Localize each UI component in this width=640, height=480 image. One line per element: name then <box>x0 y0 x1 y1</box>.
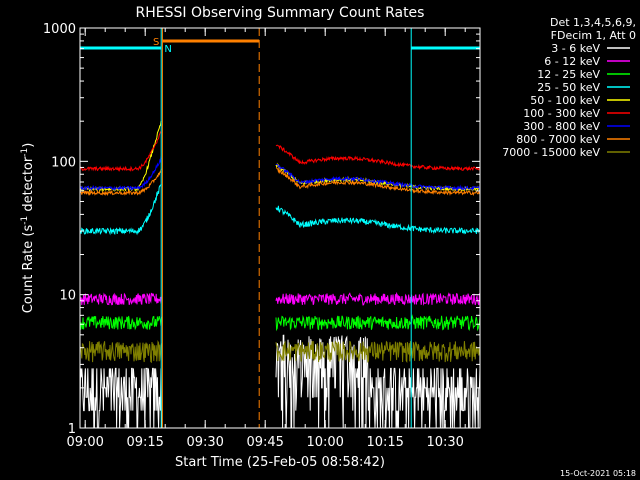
series-line-1-segment-0 <box>79 292 163 306</box>
y-axis-label-middle: detector <box>21 156 36 216</box>
legend-label-4: 50 - 100 keV <box>530 94 600 107</box>
series-line-6-segment-0 <box>79 156 163 192</box>
y-tick-label-2: 100 <box>51 155 76 170</box>
series-line-8-segment-1 <box>275 340 481 363</box>
series-300-800-kev <box>79 156 481 192</box>
x-tick-label-5: 10:15 <box>366 435 403 450</box>
y-axis-label-exponent-1: -1 <box>20 216 30 225</box>
series-line-3-segment-1 <box>275 205 481 235</box>
series-line-5-segment-0 <box>79 131 162 172</box>
legend-header-1: FDecim 1, Att 0 <box>551 29 636 42</box>
series-line-7-segment-0 <box>79 168 163 197</box>
y-tick-label-1: 10 <box>59 289 76 304</box>
x-tick-label-4: 10:00 <box>306 435 343 450</box>
y-axis-label-exponent-2: -1 <box>20 148 30 157</box>
legend-label-7: 800 - 7000 keV <box>516 133 600 146</box>
series-25-50-kev <box>79 183 481 236</box>
legend-label-5: 100 - 300 keV <box>523 107 600 120</box>
series-12-25-kev <box>79 314 481 332</box>
series-line-2-segment-0 <box>79 315 163 331</box>
series-line-6-segment-1 <box>275 163 481 192</box>
series-line-8-segment-0 <box>79 340 163 364</box>
x-axis-label: Start Time (25-Feb-05 08:58:42) <box>175 455 385 470</box>
chart-title: RHESSI Observing Summary Count Rates <box>136 5 425 21</box>
series-100-300-kev <box>79 131 481 172</box>
y-axis-label: Count Rate (s-1 detector-1) <box>20 143 36 314</box>
x-tick-label-1: 09:15 <box>126 435 163 450</box>
y-axis-label-end: ) <box>21 143 36 148</box>
night-flag-label: N <box>164 44 171 55</box>
legend: Det 1,3,4,5,6,9,FDecim 1, Att 03 - 6 keV… <box>502 16 636 159</box>
series-line-3-segment-0 <box>79 183 162 236</box>
legend-header-0: Det 1,3,4,5,6,9, <box>550 16 636 29</box>
y-axis-label-start: Count Rate (s <box>21 225 36 314</box>
series-800-7000-kev <box>79 167 481 197</box>
axis-layer: 09:00 09:15 09:30 09:45 10:00 10:15 10:30 1 10 10… <box>43 22 480 450</box>
series-7000-15000-kev <box>79 340 481 364</box>
legend-label-1: 6 - 12 keV <box>544 55 600 68</box>
legend-label-2: 12 - 25 keV <box>537 68 600 81</box>
legend-label-0: 3 - 6 keV <box>551 42 600 55</box>
series-6-12-kev <box>79 291 481 306</box>
series-line-0-segment-0 <box>79 367 163 429</box>
x-tick-label-3: 09:45 <box>246 435 283 450</box>
legend-label-8: 7000 - 15000 keV <box>502 146 600 159</box>
x-tick-label-6: 10:30 <box>426 435 463 450</box>
series-line-5-segment-1 <box>275 144 481 172</box>
series-line-4-segment-0 <box>79 120 162 193</box>
x-tick-label-2: 09:30 <box>186 435 223 450</box>
series-line-0-segment-1 <box>275 334 481 429</box>
series-3-6-kev <box>79 334 481 429</box>
series-line-7-segment-1 <box>275 167 481 197</box>
y-tick-label-0: 1 <box>68 422 76 437</box>
legend-label-3: 25 - 50 keV <box>537 81 600 94</box>
series-line-1-segment-1 <box>275 291 481 306</box>
saa-flag-label: S <box>153 37 159 48</box>
footer-timestamp: 15-Oct-2021 05:18 <box>560 469 636 478</box>
series-line-2-segment-1 <box>275 314 481 332</box>
legend-label-6: 300 - 800 keV <box>523 120 600 133</box>
plot-frame <box>79 27 481 429</box>
x-tick-label-0: 09:00 <box>66 435 103 450</box>
y-tick-label-3: 1000 <box>43 22 76 37</box>
data-layer <box>79 120 481 429</box>
